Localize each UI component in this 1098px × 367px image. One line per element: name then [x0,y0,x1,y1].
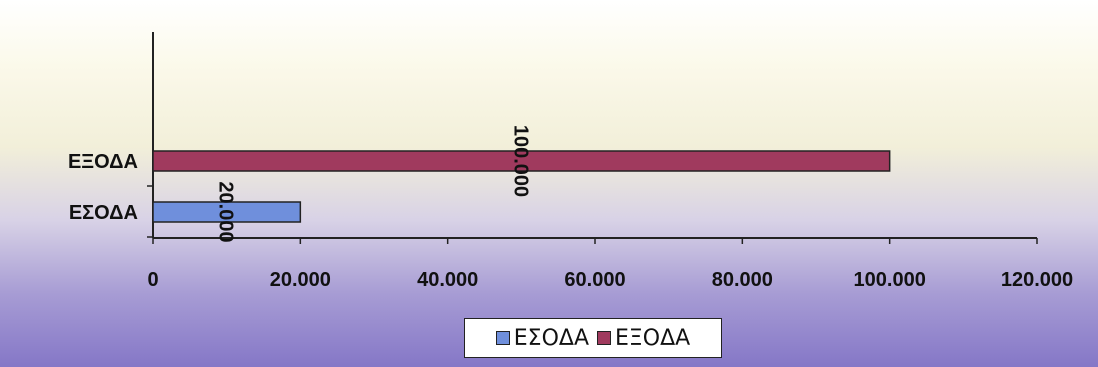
bars [152,150,891,223]
legend-label-expenses: ΕΞΟΔΑ [615,325,691,351]
legend: ΕΣΟΔΑ ΕΞΟΔΑ [464,318,722,358]
x-ticks: 0 20.000 40.000 60.000 80.000 100.000 120.000 [147,238,1073,291]
legend-item-expenses: ΕΞΟΔΑ [597,326,690,351]
category-labels: ΕΣΟΔΑ ΕΞΟΔΑ [68,151,153,238]
legend-item-income: ΕΣΟΔΑ [495,325,589,351]
category-label: ΕΣΟΔΑ [69,202,138,224]
legend-swatch-expenses [597,331,611,345]
data-labels: 20.000 100.000 [215,125,532,243]
x-tick-label: 20.000 [270,269,331,291]
x-tick-label: 100.000 [854,269,926,291]
data-label: 20.000 [215,181,237,242]
legend-swatch-income [495,331,510,345]
category-label: ΕΞΟΔΑ [68,151,138,173]
x-tick-label: 0 [147,269,158,291]
x-tick-label: 120.000 [1001,269,1073,291]
data-label: 100.000 [509,125,531,197]
bar [152,150,891,172]
x-tick-label: 80.000 [712,269,773,291]
x-tick-label: 60.000 [564,269,625,291]
legend-label-income: ΕΣΟΔΑ [513,325,589,351]
bar [152,201,302,223]
x-tick-label: 40.000 [417,269,478,291]
